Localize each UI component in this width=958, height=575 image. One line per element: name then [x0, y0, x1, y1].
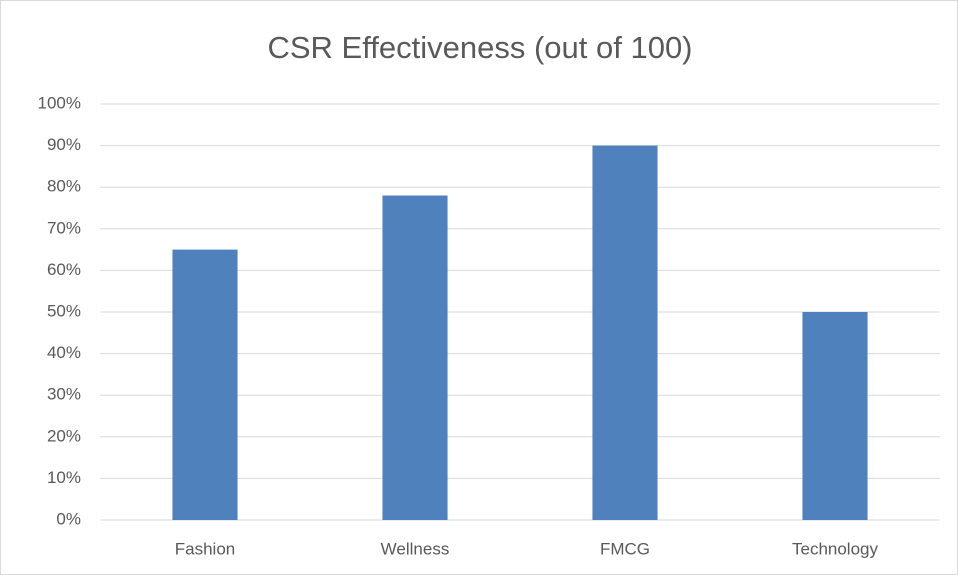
- y-tick-label: 70%: [47, 218, 81, 237]
- y-tick-label: 30%: [47, 385, 81, 404]
- x-tick-label: Wellness: [381, 539, 450, 558]
- y-tick-label: 60%: [47, 260, 81, 279]
- x-tick-label: Fashion: [175, 539, 235, 558]
- bar: [802, 312, 868, 520]
- y-tick-label: 90%: [47, 135, 81, 154]
- y-tick-label: 20%: [47, 426, 81, 445]
- y-tick-label: 10%: [47, 468, 81, 487]
- x-tick-label: FMCG: [600, 539, 650, 558]
- y-tick-label: 50%: [47, 301, 81, 320]
- y-tick-label: 100%: [38, 93, 81, 112]
- bar: [382, 195, 448, 520]
- chart-title: CSR Effectiveness (out of 100): [267, 30, 692, 65]
- y-tick-label: 40%: [47, 343, 81, 362]
- bar: [592, 145, 658, 520]
- bar: [172, 249, 238, 520]
- x-tick-label: Technology: [792, 539, 879, 558]
- y-tick-label: 80%: [47, 177, 81, 196]
- y-tick-label: 0%: [56, 509, 81, 528]
